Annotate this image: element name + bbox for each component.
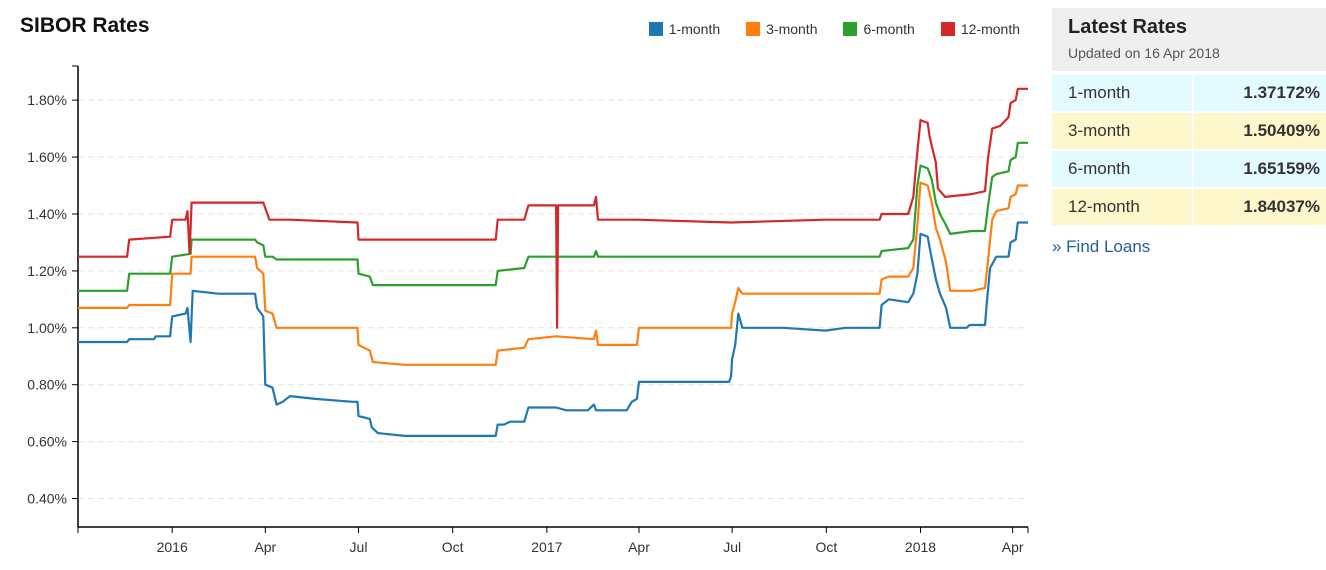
- y-tick-label: 0.40%: [27, 491, 67, 507]
- y-tick-label: 0.60%: [27, 434, 67, 450]
- legend-item-6-month[interactable]: 6-month: [843, 18, 915, 40]
- legend-label-3-month: 3-month: [766, 21, 818, 37]
- rate-value: 1.50409%: [1191, 113, 1326, 149]
- legend-swatch-12-month: [940, 22, 955, 36]
- x-tick-label: Oct: [442, 539, 464, 555]
- y-tick-label: 1.00%: [27, 320, 67, 336]
- x-tick-label: Oct: [815, 539, 837, 555]
- x-tick-label: Apr: [628, 539, 650, 555]
- legend-item-1-month[interactable]: 1-month: [648, 18, 721, 40]
- legend-label-1-month: 1-month: [668, 21, 721, 37]
- y-tick-label: 1.60%: [27, 149, 67, 165]
- y-tick-label: 0.80%: [27, 377, 67, 393]
- rate-value: 1.84037%: [1191, 189, 1326, 225]
- legend-swatch-6-month: [843, 22, 858, 36]
- rate-row-12-month: 12-month 1.84037%: [1052, 189, 1326, 225]
- find-loans-link[interactable]: » Find Loans: [1052, 237, 1151, 256]
- x-tick-label: Jul: [350, 539, 368, 555]
- x-tick-label: 2017: [531, 539, 562, 555]
- legend-swatch-1-month: [648, 22, 663, 36]
- rate-row-3-month: 3-month 1.50409%: [1052, 113, 1326, 149]
- rate-tenor: 3-month: [1052, 113, 1192, 149]
- rate-tenor: 1-month: [1052, 75, 1192, 111]
- rate-value: 1.37172%: [1191, 75, 1326, 111]
- latest-rates-title: Latest Rates: [1068, 16, 1187, 38]
- x-tick-label: 2016: [157, 539, 188, 555]
- line-chart: 0.40% 0.60% 0.80% 1.00% 1.20% 1.40% 1.60% 1.80%…: [27, 65, 1029, 555]
- latest-rates-panel: Latest Rates Updated on 16 Apr 2018 1-mo…: [1052, 8, 1326, 257]
- series-line-6-month: [78, 141, 1028, 292]
- x-tick-label: Apr: [1002, 539, 1024, 555]
- x-tick-label: 2018: [905, 539, 936, 555]
- chart-legend: 1-month 3-month 6-month 12-month: [600, 18, 1020, 40]
- legend-label-12-month: 12-month: [960, 21, 1020, 37]
- chart-title: SIBOR Rates: [20, 14, 150, 37]
- y-tick-label: 1.80%: [27, 92, 67, 108]
- rate-tenor: 12-month: [1052, 189, 1192, 225]
- rate-value: 1.65159%: [1191, 151, 1326, 187]
- legend-swatch-3-month: [746, 22, 761, 36]
- latest-rates-updated: Updated on 16 Apr 2018: [1068, 45, 1220, 61]
- legend-item-12-month[interactable]: 12-month: [940, 18, 1020, 40]
- legend-label-6-month: 6-month: [863, 21, 915, 37]
- series-line-1-month: [78, 221, 1028, 437]
- series-line-12-month: [78, 87, 1028, 329]
- rate-tenor: 6-month: [1052, 151, 1192, 187]
- rate-row-6-month: 6-month 1.65159%: [1052, 151, 1326, 187]
- x-tick-label: Apr: [254, 539, 276, 555]
- latest-rates-header: Latest Rates Updated on 16 Apr 2018: [1052, 8, 1326, 71]
- y-tick-label: 1.40%: [27, 206, 67, 222]
- x-tick-label: Jul: [723, 539, 741, 555]
- y-tick-label: 1.20%: [27, 263, 67, 279]
- rate-row-1-month: 1-month 1.37172%: [1052, 75, 1326, 111]
- series-line-3-month: [78, 181, 1028, 366]
- legend-item-3-month[interactable]: 3-month: [746, 18, 817, 40]
- chart-panel: SIBOR Rates 1-month 3-month 6-month 12-m…: [20, 14, 1029, 555]
- latest-rates-table: 1-month 1.37172% 3-month 1.50409% 6-mont…: [1052, 73, 1326, 227]
